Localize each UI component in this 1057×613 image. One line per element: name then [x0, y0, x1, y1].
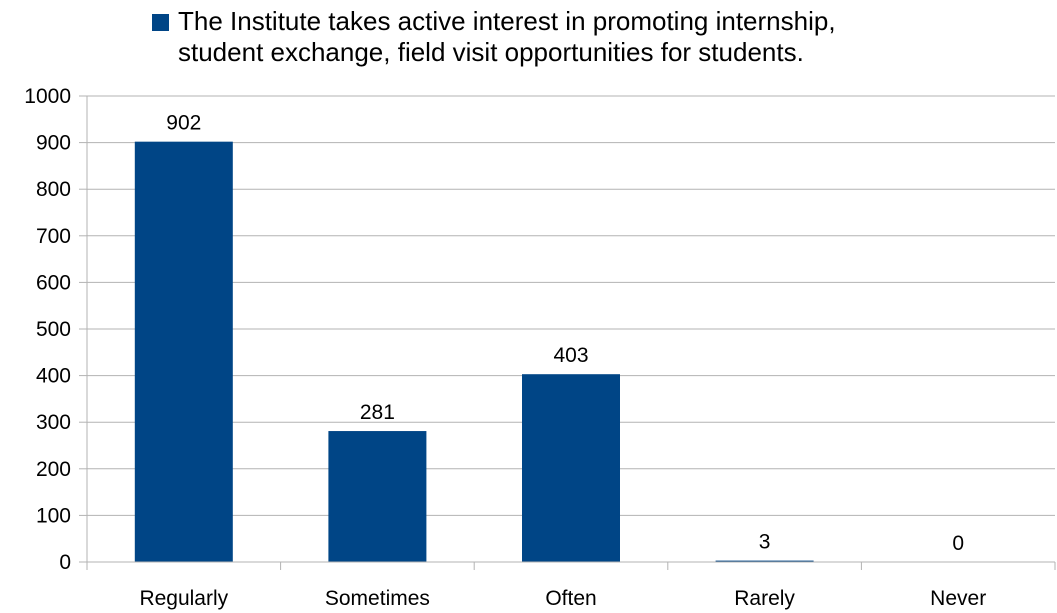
data-labels: 902 281 403 3 0	[166, 112, 964, 555]
x-tick-label: Sometimes	[325, 587, 430, 610]
legend: The Institute takes active interest in p…	[150, 6, 1030, 76]
data-label: 403	[553, 344, 588, 367]
y-tick-label: 1000	[24, 85, 71, 108]
bar-regularly	[134, 141, 233, 562]
y-tick-label: 0	[59, 551, 71, 574]
x-tick-label: Regularly	[139, 587, 228, 610]
bar-often	[522, 374, 620, 562]
y-tick-label: 700	[36, 225, 71, 248]
y-tick-label: 400	[36, 365, 71, 388]
data-label: 281	[360, 401, 395, 424]
bar-sometimes	[328, 431, 427, 562]
y-tick-label: 500	[36, 318, 71, 341]
y-tick-label: 200	[36, 458, 71, 481]
y-axis-ticks: 0 100 200 300 400 500 600 700 800 900 1000	[24, 85, 71, 574]
x-tick-label: Often	[545, 587, 596, 610]
bars	[134, 141, 814, 562]
bar-rarely	[715, 560, 814, 562]
y-tick-label: 300	[36, 411, 71, 434]
y-tick-label: 600	[36, 271, 71, 294]
x-tick-label: Rarely	[734, 587, 795, 610]
y-tick-label: 100	[36, 504, 71, 527]
y-tick-label: 800	[36, 178, 71, 201]
x-tick-label: Never	[930, 587, 986, 610]
data-label: 3	[759, 531, 771, 554]
data-label: 0	[952, 532, 964, 555]
x-axis-ticks: Regularly Sometimes Often Rarely Never	[139, 587, 986, 610]
axes	[79, 95, 1056, 570]
y-tick-label: 900	[36, 132, 71, 155]
legend-swatch	[152, 14, 169, 31]
data-label: 902	[166, 112, 201, 135]
legend-label: The Institute takes active interest in p…	[178, 6, 836, 67]
